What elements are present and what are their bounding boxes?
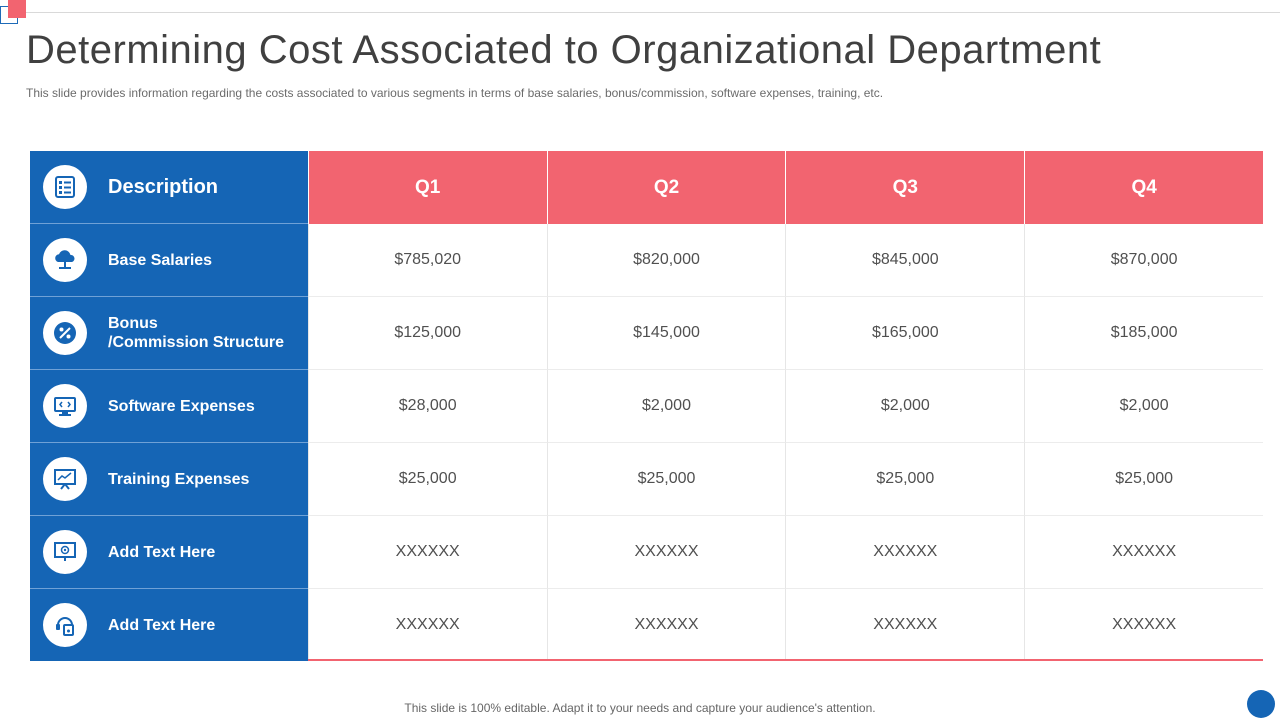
cell-q4: $25,000	[1024, 443, 1264, 516]
table-bottom-rule	[308, 659, 1263, 661]
cell-q1: $25,000	[307, 443, 547, 516]
row-label: Base Salaries	[108, 251, 213, 269]
table-row: Bonus /Commission Structure $125,000 $14…	[30, 297, 1264, 370]
row-description-cell: Add Text Here	[30, 516, 308, 589]
code-monitor-icon	[43, 384, 87, 428]
row-label: Add Text Here	[108, 616, 216, 634]
cell-q2: $145,000	[546, 297, 786, 370]
headset-device-icon	[43, 603, 87, 647]
header-q3: Q3	[785, 151, 1025, 224]
header-description-label: Description	[108, 175, 219, 198]
cell-q3: $845,000	[785, 224, 1025, 297]
header-q4: Q4	[1024, 151, 1264, 224]
cell-q2: XXXXXX	[546, 516, 786, 589]
footer-note: This slide is 100% editable. Adapt it to…	[404, 701, 876, 715]
table-row: Add Text Here XXXXXX XXXXXX XXXXXX XXXXX…	[30, 516, 1264, 589]
cell-q2: $2,000	[546, 370, 786, 443]
cell-q4: XXXXXX	[1024, 516, 1264, 589]
presentation-board-icon	[43, 457, 87, 501]
percent-badge-icon	[43, 311, 87, 355]
row-label-line1: Bonus	[108, 315, 158, 332]
projector-screen-icon	[43, 530, 87, 574]
row-description-cell: Base Salaries	[30, 224, 308, 297]
cell-q4: XXXXXX	[1024, 589, 1264, 661]
table-row: Add Text Here XXXXXX XXXXXX XXXXXX XXXXX…	[30, 589, 1264, 661]
row-label: Software Expenses	[108, 397, 255, 415]
cell-q1: $28,000	[307, 370, 547, 443]
cell-q1: XXXXXX	[307, 516, 547, 589]
row-label-line2: /Commission Structure	[108, 334, 285, 351]
cell-q2: XXXXXX	[546, 589, 786, 661]
corner-dot	[1247, 690, 1275, 718]
cell-q1: XXXXXX	[307, 589, 547, 661]
row-description-cell: Software Expenses	[30, 370, 308, 443]
table-row: Base Salaries $785,020 $820,000 $845,000…	[30, 224, 1264, 297]
row-label: Add Text Here	[108, 543, 216, 561]
cell-q4: $870,000	[1024, 224, 1264, 297]
cost-table: Description Q1 Q2 Q3 Q4 Base Salaries $7…	[30, 151, 1264, 661]
table-row: Training Expenses $25,000 $25,000 $25,00…	[30, 443, 1264, 516]
cell-q3: $25,000	[785, 443, 1025, 516]
header-description-cell: Description	[30, 151, 308, 224]
cell-q3: XXXXXX	[785, 589, 1025, 661]
table-row: Software Expenses $28,000 $2,000 $2,000 …	[30, 370, 1264, 443]
top-rule	[20, 12, 1280, 13]
table-header-row: Description Q1 Q2 Q3 Q4	[30, 151, 1264, 224]
cell-q4: $185,000	[1024, 297, 1264, 370]
slide-title: Determining Cost Associated to Organizat…	[26, 28, 1102, 72]
slide-subtitle: This slide provides information regardin…	[26, 86, 884, 100]
cell-q1: $125,000	[307, 297, 547, 370]
cell-q2: $820,000	[546, 224, 786, 297]
cell-q3: XXXXXX	[785, 516, 1025, 589]
cell-q3: $165,000	[785, 297, 1025, 370]
row-label: Training Expenses	[108, 470, 250, 488]
corner-decoration-red	[8, 0, 26, 18]
cell-q4: $2,000	[1024, 370, 1264, 443]
row-description-cell: Add Text Here	[30, 589, 308, 661]
header-q1: Q1	[307, 151, 547, 224]
cell-q2: $25,000	[546, 443, 786, 516]
cell-q1: $785,020	[307, 224, 547, 297]
cell-q3: $2,000	[785, 370, 1025, 443]
row-description-cell: Bonus /Commission Structure	[30, 297, 308, 370]
header-q2: Q2	[546, 151, 786, 224]
checklist-icon	[43, 165, 87, 209]
row-label: Bonus /Commission Structure	[108, 314, 284, 352]
row-description-cell: Training Expenses	[30, 443, 308, 516]
cloud-network-icon	[43, 238, 87, 282]
